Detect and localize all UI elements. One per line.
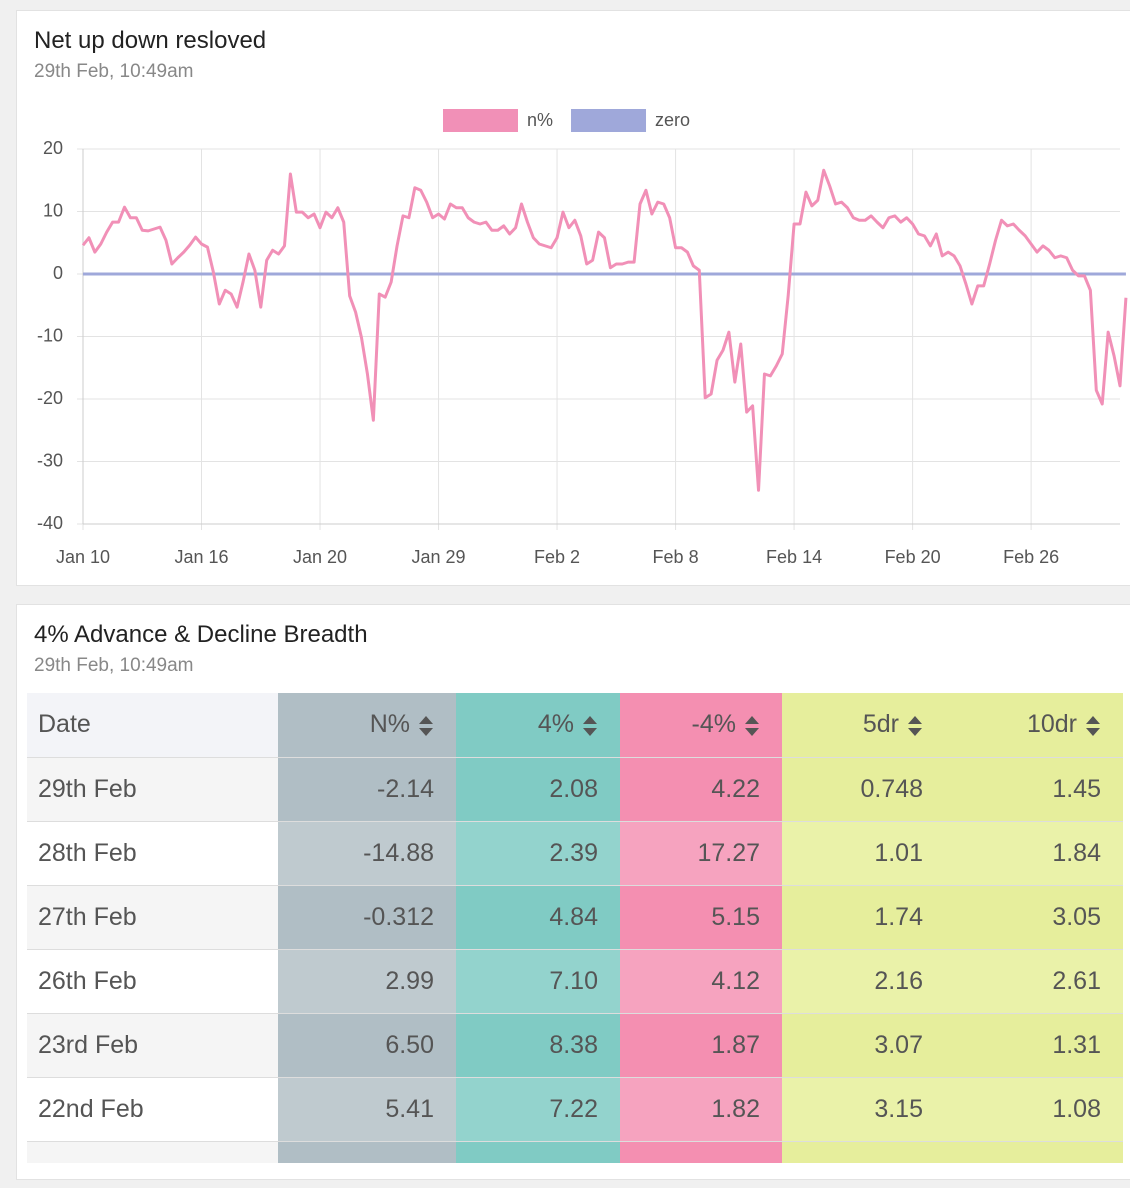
column-header: Date [27, 693, 278, 758]
y-tick-label: -40 [37, 513, 63, 533]
table-row: 23rd Feb 6.50 8.38 1.87 3.07 1.31 [27, 1013, 1123, 1078]
table-cell: -0.312 [278, 885, 456, 950]
table-cell: 1.01 [782, 821, 945, 886]
table-cell: 29th Feb [27, 757, 278, 822]
legend-swatch [571, 109, 647, 132]
table-cell: 6.50 [278, 1013, 456, 1078]
chart-subtitle: 29th Feb, 10:49am [34, 61, 194, 82]
table-row: 29th Feb -2.14 2.08 4.22 0.748 1.45 [27, 757, 1123, 822]
column-header-text: 10dr [1026, 710, 1077, 739]
table-cell: 4.12 [620, 949, 782, 1014]
sort-icon[interactable] [418, 714, 434, 738]
table-cell: 2.99 [278, 949, 456, 1014]
table-cell: 4.84 [456, 885, 620, 950]
table-row: 22nd Feb 5.41 7.22 1.82 3.15 1.08 [27, 1077, 1123, 1142]
table-cell: 1.82 [620, 1077, 782, 1142]
table-cell: 23rd Feb [27, 1013, 278, 1078]
table-row [27, 1141, 1123, 1163]
x-tick-label: Feb 20 [885, 547, 941, 567]
legend-swatch [443, 109, 518, 132]
table-row: 28th Feb -14.88 2.39 17.27 1.01 1.84 [27, 821, 1123, 886]
y-tick-label: -20 [37, 388, 63, 408]
table-cell: 5.15 [620, 885, 782, 950]
column-header[interactable]: N% [278, 693, 456, 758]
x-tick-label: Feb 14 [766, 547, 822, 567]
table-cell: 2.16 [782, 949, 945, 1014]
table-cell [278, 1141, 456, 1163]
table-subtitle: 29th Feb, 10:49am [34, 655, 194, 676]
table-cell [620, 1141, 782, 1163]
sort-icon[interactable] [582, 714, 598, 738]
x-tick-label: Jan 10 [56, 547, 110, 567]
table-cell: 4.22 [620, 757, 782, 822]
table-cell: -2.14 [278, 757, 456, 822]
breadth-table: Date N% 4% -4% 5dr 10dr 29th Feb -2.14 2.08 4.22 0… [27, 693, 1123, 1163]
table-cell: 0.748 [782, 757, 945, 822]
table-cell: 3.05 [945, 885, 1123, 950]
table-cell: 3.15 [782, 1077, 945, 1142]
y-tick-label: 20 [43, 138, 63, 158]
table-row: 26th Feb 2.99 7.10 4.12 2.16 2.61 [27, 949, 1123, 1014]
column-header-text: 4% [537, 710, 574, 739]
x-tick-label: Feb 2 [534, 547, 580, 567]
chart-title: Net up down resloved [34, 27, 267, 54]
column-header[interactable]: -4% [620, 693, 782, 758]
x-tick-label: Jan 16 [174, 547, 228, 567]
table-cell: 2.08 [456, 757, 620, 822]
chart: 20 10 0 -10 -20 -30 -40 Jan 10 Jan 16 Jan 20 Jan 2… [37, 109, 1128, 567]
y-tick-label: -10 [37, 325, 63, 345]
column-header-text: N% [369, 710, 410, 739]
column-header-text: -4% [691, 710, 736, 739]
table-cell: 2.61 [945, 949, 1123, 1014]
table-cell [782, 1141, 945, 1163]
column-header-text: Date [38, 710, 91, 739]
column-header[interactable]: 5dr [782, 693, 945, 758]
table-cell: 1.84 [945, 821, 1123, 886]
line-series [81, 168, 1128, 492]
table-cell: 1.08 [945, 1077, 1123, 1142]
sort-icon[interactable] [907, 714, 923, 738]
sort-icon[interactable] [744, 714, 760, 738]
legend-label: n% [527, 110, 553, 130]
legend-label: zero [655, 110, 690, 130]
column-header-text: 5dr [862, 710, 899, 739]
x-tick-label: Jan 29 [412, 547, 466, 567]
y-tick-label: 0 [53, 263, 63, 283]
table-cell: 22nd Feb [27, 1077, 278, 1142]
table-cell: 2.39 [456, 821, 620, 886]
x-tick-label: Feb 8 [653, 547, 699, 567]
table-title: 4% Advance & Decline Breadth [34, 621, 368, 648]
table-cell: 27th Feb [27, 885, 278, 950]
table-cell: 1.31 [945, 1013, 1123, 1078]
table-cell: 7.22 [456, 1077, 620, 1142]
table-cell: -14.88 [278, 821, 456, 886]
table-cell: 1.87 [620, 1013, 782, 1078]
table-cell: 1.45 [945, 757, 1123, 822]
y-tick-label: 10 [43, 200, 63, 220]
table-row: 27th Feb -0.312 4.84 5.15 1.74 3.05 [27, 885, 1123, 950]
sort-icon[interactable] [1085, 714, 1101, 738]
table-cell [945, 1141, 1123, 1163]
table-cell: 26th Feb [27, 949, 278, 1014]
x-tick-label: Feb 26 [1003, 547, 1059, 567]
table-cell: 8.38 [456, 1013, 620, 1078]
y-tick-label: -30 [37, 450, 63, 470]
x-tick-label: Jan 20 [293, 547, 347, 567]
column-header[interactable]: 10dr [945, 693, 1123, 758]
table-cell: 1.74 [782, 885, 945, 950]
table-cell: 7.10 [456, 949, 620, 1014]
table-cell: 17.27 [620, 821, 782, 886]
header-row: Date N% 4% -4% 5dr 10dr [27, 693, 1123, 758]
table-cell [456, 1141, 620, 1163]
table-cell [27, 1141, 278, 1163]
table-cell: 28th Feb [27, 821, 278, 886]
column-header[interactable]: 4% [456, 693, 620, 758]
table-card: 4% Advance & Decline Breadth 29th Feb, 1… [16, 604, 1130, 1180]
table-cell: 5.41 [278, 1077, 456, 1142]
table-cell: 3.07 [782, 1013, 945, 1078]
